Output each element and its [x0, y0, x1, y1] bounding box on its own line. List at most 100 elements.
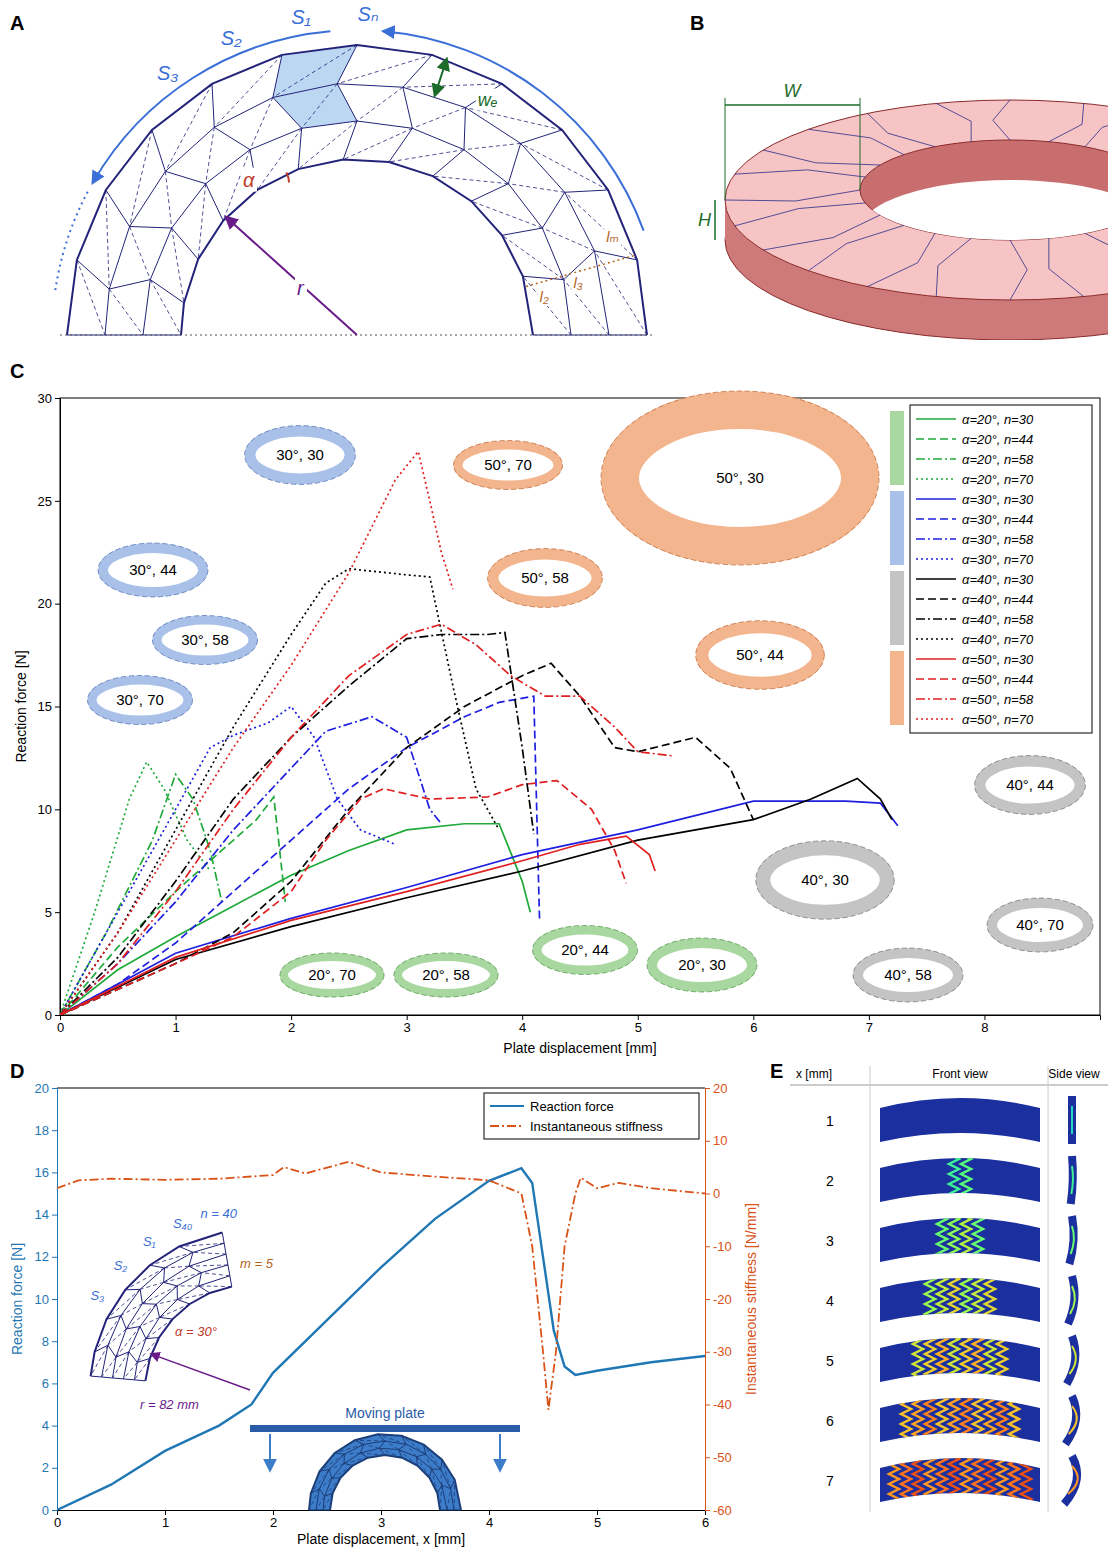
crease [464, 143, 521, 149]
axis-title: Plate displacement, x [mm] [297, 1531, 465, 1547]
ring-edge [389, 55, 432, 162]
head-rule [790, 1085, 1108, 1086]
stress-band [901, 1394, 911, 1444]
axis-line [55, 399, 61, 1016]
plot-lines [60, 451, 898, 1015]
tick-mark [55, 604, 60, 605]
side-view [1069, 1216, 1073, 1264]
tick-label: 5 [45, 905, 52, 920]
crease [193, 1252, 226, 1254]
label-bg [538, 287, 551, 306]
stress-band [901, 1454, 911, 1504]
legend-swatch [916, 718, 956, 720]
stress-band [985, 1394, 995, 1444]
thumbnail-ring [250, 431, 350, 479]
crease [595, 251, 647, 335]
series-line [60, 696, 540, 1015]
crease [177, 1285, 199, 1286]
stress-band [937, 1394, 947, 1444]
column-rule [870, 1066, 871, 1512]
crease [364, 1444, 379, 1448]
tick-label: 10 [38, 802, 52, 817]
angle-arc [286, 173, 289, 183]
plate [250, 1425, 520, 1432]
legend-swatch [490, 1125, 524, 1127]
side-view [1064, 1456, 1077, 1504]
legend-swatch [916, 598, 956, 600]
tick-label: 6 [702, 1515, 709, 1530]
stress-band [1009, 1454, 1019, 1504]
tick-mark [52, 1510, 57, 1511]
annotation: r = 82 mm [140, 1397, 199, 1412]
side-view-stress [1068, 1466, 1078, 1494]
label-bg [295, 276, 307, 300]
stress-pattern [913, 1334, 1007, 1384]
plate-arrow [269, 1434, 271, 1470]
ring-layer [330, 1455, 440, 1510]
crease [868, 233, 936, 286]
stress-band [973, 1274, 983, 1324]
thumbnail-edge [987, 898, 1093, 952]
thumbnail-edge [696, 621, 825, 690]
tick: -30 [705, 1344, 732, 1359]
plate-arrow [499, 1434, 501, 1470]
legend-entry: α=40°, n=58 [962, 612, 1034, 627]
crease [206, 127, 215, 183]
ring-edge [399, 1436, 407, 1458]
label: Sₙ [357, 3, 378, 25]
ring-layer [113, 1254, 227, 1378]
width-arrow [435, 59, 447, 95]
ring-layer [181, 160, 533, 335]
series-line [60, 632, 534, 1015]
tick-label: 0 [713, 1186, 720, 1201]
legend-swatch [916, 698, 956, 700]
crease [1049, 103, 1084, 141]
side-view [1067, 1336, 1076, 1384]
side-view-stress [1071, 1226, 1074, 1254]
legend-entry: Reaction force [530, 1099, 614, 1114]
dim-tick [725, 98, 726, 200]
stress-band [925, 1454, 935, 1504]
tick-mark [705, 1510, 710, 1511]
tick: 8 [981, 1015, 988, 1035]
legend: Reaction forceInstantaneous stiffness [484, 1093, 699, 1139]
label: S₃ [157, 62, 178, 84]
tick: 10 [38, 802, 60, 817]
tick-label: 10 [713, 1133, 727, 1148]
ring-edge [433, 84, 502, 176]
tick-label: 4 [42, 1418, 49, 1433]
tick-mark [52, 1468, 57, 1469]
row-label: 5 [826, 1353, 834, 1369]
panel-letter: D [10, 1060, 24, 1082]
legend-group-bar [890, 491, 904, 565]
legend-swatch [916, 458, 956, 460]
tick: 10 [705, 1133, 727, 1148]
thumbnail-edge [756, 841, 894, 919]
ring-edge [106, 190, 198, 259]
side-view-stress [1071, 1166, 1073, 1194]
thumbnail-edge [601, 391, 879, 565]
tick-mark [705, 1457, 710, 1458]
panel-letter: A [10, 12, 24, 34]
side-view-stress [1069, 1406, 1077, 1434]
label: wₑ [478, 90, 498, 110]
annotation: 30°, 30 [276, 446, 324, 463]
stress-band [961, 1274, 971, 1324]
tick-mark [705, 1246, 710, 1247]
stress-band [949, 1274, 959, 1324]
annotation: 50°, 44 [736, 646, 784, 663]
tick-label: 7 [866, 1020, 873, 1035]
stress-band [997, 1394, 1007, 1444]
thumbnail-edge [853, 948, 963, 1002]
legend-swatch [916, 478, 956, 480]
label-bg [604, 227, 621, 246]
legend-entry: α=20°, n=58 [962, 452, 1034, 467]
ring-edge [437, 1480, 454, 1493]
tick-mark [52, 1341, 57, 1342]
base-line [60, 335, 655, 336]
ring-edge [95, 1345, 150, 1362]
tick: 20 [705, 1081, 727, 1096]
tick-mark [55, 809, 60, 810]
label-bg [476, 89, 500, 111]
side-view [1071, 1156, 1073, 1204]
